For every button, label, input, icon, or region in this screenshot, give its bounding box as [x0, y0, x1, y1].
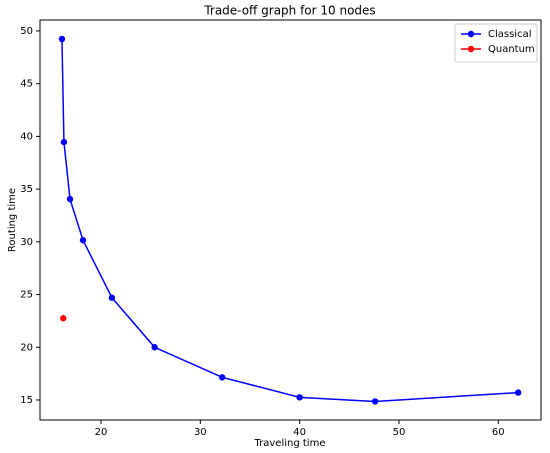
marker	[296, 394, 303, 401]
marker	[108, 294, 116, 301]
legend-label: Classical	[488, 29, 532, 40]
y-tick-label: 30	[20, 237, 33, 248]
marker	[514, 389, 522, 396]
marker	[60, 138, 68, 146]
y-tick-label: 20	[20, 342, 33, 353]
x-axis-label: Traveling time	[254, 438, 326, 449]
series-line	[61, 38, 519, 403]
y-tick-label: 40	[20, 131, 33, 142]
marker	[66, 195, 74, 203]
x-tick-label: 40	[293, 427, 306, 438]
marker	[218, 374, 226, 381]
legend-marker	[467, 45, 475, 53]
x-tick-label: 60	[492, 427, 505, 438]
y-tick-label: 15	[20, 395, 33, 406]
y-axis-label: Routing time	[7, 188, 18, 252]
legend-label: Quantum	[488, 44, 535, 55]
legend-marker	[467, 30, 475, 38]
marker	[151, 344, 158, 351]
marker	[60, 315, 67, 322]
y-tick-label: 45	[20, 79, 33, 90]
y-tick-label: 25	[20, 290, 33, 301]
marker	[79, 237, 87, 244]
y-tick-label: 35	[20, 184, 33, 195]
y-tick-label: 50	[20, 26, 33, 37]
plot-frame	[39, 19, 542, 421]
chart-title: Trade-off graph for 10 nodes	[203, 4, 375, 18]
x-tick-label: 20	[95, 427, 108, 438]
x-tick-label: 50	[393, 427, 406, 438]
x-tick-label: 30	[194, 427, 207, 438]
marker	[371, 398, 379, 405]
marker	[58, 35, 66, 43]
